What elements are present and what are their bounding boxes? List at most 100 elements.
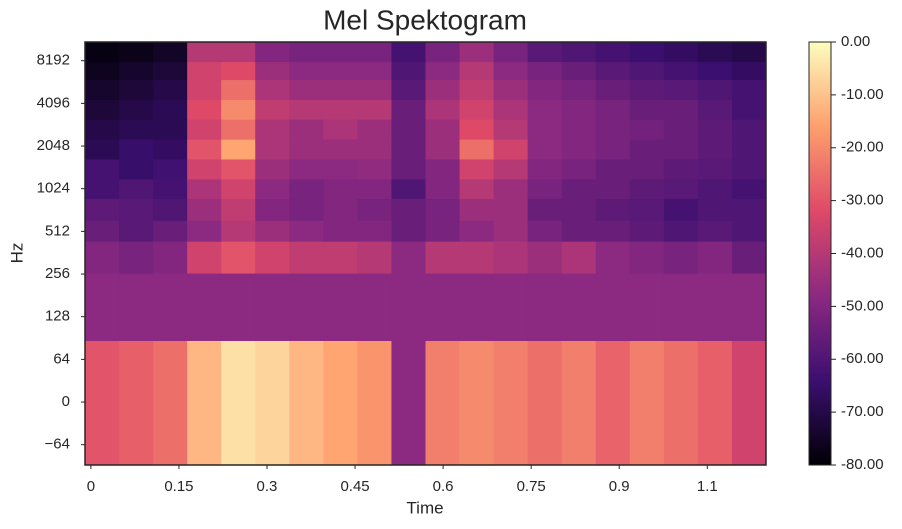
- heat-cell: [561, 119, 597, 140]
- heat-cell: [629, 61, 665, 81]
- heat-cell: [459, 340, 495, 466]
- heat-cell: [493, 340, 529, 466]
- heat-cell: [221, 241, 256, 274]
- heat-cell: [289, 99, 324, 120]
- heat-cell: [255, 79, 290, 101]
- heat-cell: [187, 42, 222, 63]
- heat-cell: [221, 99, 256, 120]
- heat-cell: [391, 158, 426, 180]
- heat-cell: [357, 119, 392, 140]
- heat-cell: [391, 42, 426, 63]
- heat-cell: [255, 340, 290, 466]
- heat-cell: [85, 273, 120, 341]
- colorbar-tick-label: -60.00: [841, 350, 884, 367]
- heat-cell: [187, 340, 222, 466]
- heat-cell: [153, 99, 188, 120]
- heat-cell: [663, 79, 699, 101]
- heat-cell: [187, 79, 222, 101]
- heat-cell: [493, 220, 529, 242]
- y-tick-label: 128: [45, 308, 70, 325]
- x-tick-label: 0.6: [433, 478, 454, 495]
- heat-cell: [221, 158, 256, 180]
- heat-cell: [323, 61, 358, 81]
- heat-cell: [663, 178, 699, 200]
- heat-cell: [85, 340, 120, 466]
- heat-cell: [425, 198, 461, 221]
- x-tick-label: 0.15: [164, 478, 193, 495]
- heat-cell: [595, 139, 631, 160]
- heat-cell: [85, 178, 120, 200]
- heat-cell: [323, 220, 358, 242]
- heat-cell: [357, 273, 392, 341]
- heat-cell: [493, 61, 529, 81]
- heat-cell: [697, 198, 733, 221]
- heat-cell: [323, 178, 358, 200]
- colorbar-tick-label: -20.00: [841, 139, 884, 156]
- colorbar-tick-label: -50.00: [841, 297, 884, 314]
- heat-cell: [391, 340, 426, 466]
- heat-cell: [187, 99, 222, 120]
- heat-cell: [357, 220, 392, 242]
- heat-cell: [289, 61, 324, 81]
- heat-cell: [187, 198, 222, 221]
- heat-cell: [459, 198, 495, 221]
- heat-cell: [187, 139, 222, 160]
- heat-cell: [697, 178, 733, 200]
- plot-frame: [84, 41, 767, 466]
- heat-cell: [221, 79, 256, 101]
- heat-cell: [459, 139, 495, 160]
- heat-cell: [561, 241, 597, 274]
- heat-cell: [391, 178, 426, 200]
- heat-cell: [527, 61, 563, 81]
- heat-cell: [629, 273, 665, 341]
- heat-cell: [323, 119, 358, 140]
- heat-cell: [425, 158, 461, 180]
- heat-cell: [153, 220, 188, 242]
- heat-cell: [527, 139, 563, 160]
- heat-cell: [697, 99, 733, 120]
- y-tick-label: 1024: [37, 180, 70, 197]
- heat-cell: [527, 99, 563, 120]
- heat-cell: [493, 158, 529, 180]
- heat-cell: [153, 139, 188, 160]
- heat-cell: [731, 99, 767, 120]
- heat-cell: [731, 139, 767, 160]
- heat-cell: [663, 99, 699, 120]
- heat-cell: [493, 119, 529, 140]
- heat-cell: [493, 99, 529, 120]
- heat-cell: [153, 178, 188, 200]
- heat-cell: [255, 99, 290, 120]
- heat-cell: [187, 158, 222, 180]
- heat-cell: [187, 241, 222, 274]
- heat-cell: [255, 178, 290, 200]
- heat-cell: [697, 139, 733, 160]
- heat-cell: [357, 178, 392, 200]
- heat-cell: [425, 220, 461, 242]
- heat-cell: [425, 340, 461, 466]
- heat-cell: [595, 178, 631, 200]
- heat-cell: [119, 139, 154, 160]
- y-tick-label: −64: [45, 436, 70, 453]
- heat-cell: [459, 42, 495, 63]
- heat-cell: [85, 158, 120, 180]
- x-tick-label: 0: [87, 478, 95, 495]
- heat-cell: [731, 119, 767, 140]
- heat-cell: [289, 220, 324, 242]
- heat-cell: [119, 61, 154, 81]
- heat-cell: [153, 61, 188, 81]
- heat-cell: [629, 158, 665, 180]
- heat-cell: [255, 139, 290, 160]
- heat-cell: [697, 241, 733, 274]
- heat-cell: [527, 119, 563, 140]
- heat-cell: [391, 99, 426, 120]
- heat-cell: [85, 42, 120, 63]
- heat-cell: [187, 273, 222, 341]
- heat-cell: [255, 42, 290, 63]
- heat-cell: [697, 340, 733, 466]
- colorbar-tick-label: -70.00: [841, 403, 884, 420]
- y-tick-label: 4096: [37, 94, 70, 111]
- heat-cell: [561, 178, 597, 200]
- heat-cell: [629, 119, 665, 140]
- heat-cell: [119, 340, 154, 466]
- heat-cell: [697, 220, 733, 242]
